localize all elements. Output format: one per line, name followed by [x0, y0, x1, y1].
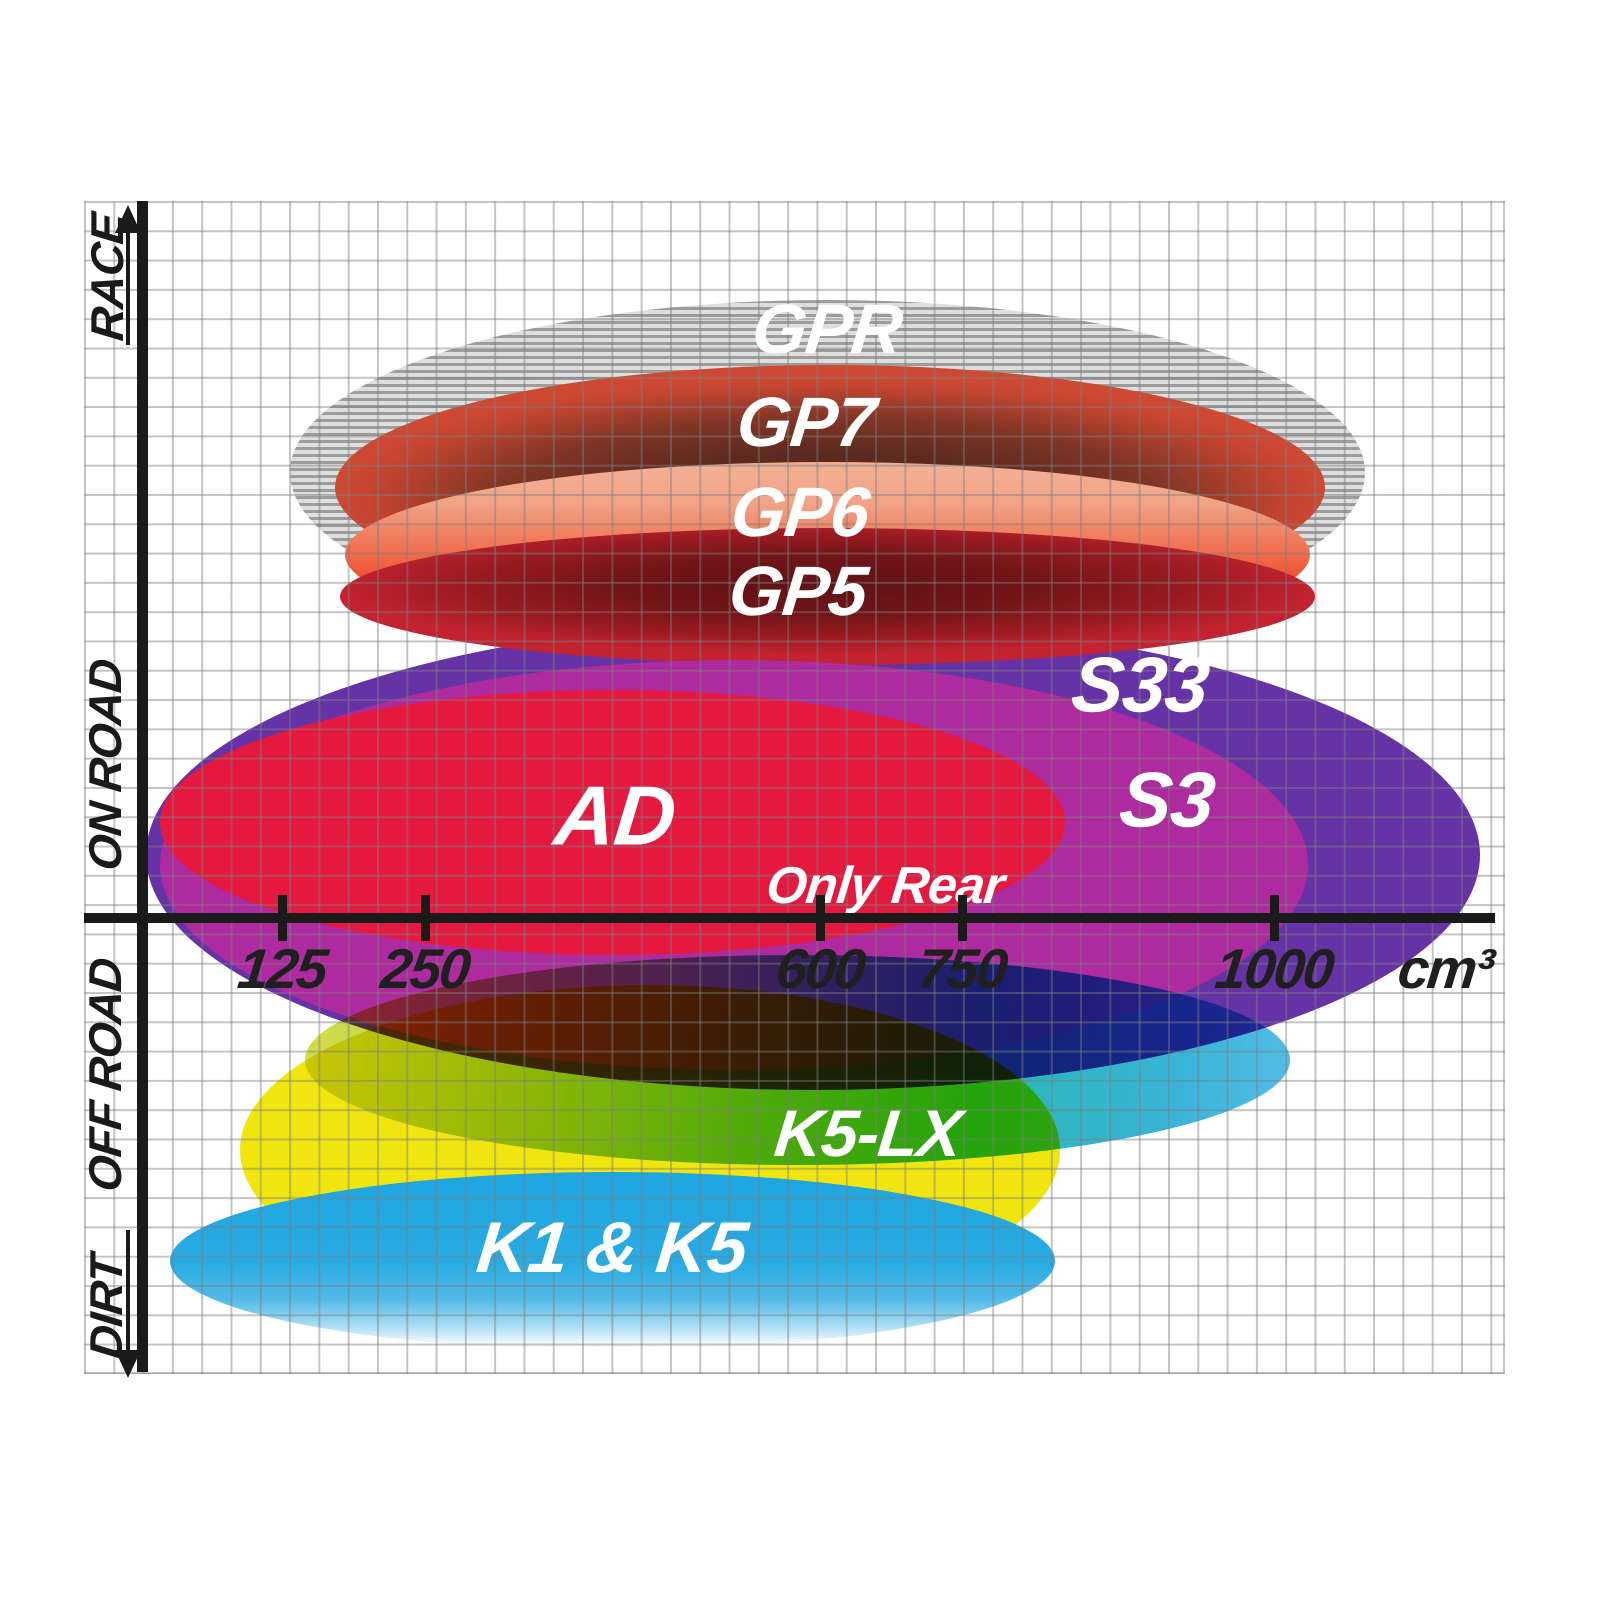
x-tick-label-750: 750 — [914, 937, 1010, 1000]
annotation-only-rear: Only Rear — [763, 857, 1007, 915]
zone-label-dirt: DIRT — [80, 1253, 132, 1361]
region-gp5 — [340, 528, 1315, 665]
region-label-k1-k5: K1 & K5 — [473, 1208, 751, 1288]
race-arrow-line — [126, 233, 130, 345]
x-tick-600 — [816, 895, 825, 941]
region-label-gp7: GP7 — [733, 383, 879, 461]
dirt-arrow-line — [126, 1230, 130, 1350]
x-tick-label-250: 250 — [377, 937, 473, 1000]
region-label-s3: S3 — [1115, 755, 1219, 844]
region-ad — [160, 690, 1065, 955]
region-label-ad: AD — [550, 768, 680, 863]
x-tick-1000 — [1270, 895, 1279, 941]
plot-area: GPR GP7 GP6 GP5 S33 S3 AD Only Rear K5-L… — [84, 201, 1505, 1374]
x-axis-line — [84, 913, 1495, 923]
x-tick-125 — [278, 895, 287, 941]
x-tick-250 — [421, 895, 430, 941]
zone-label-on-road: ON ROAD — [79, 657, 131, 873]
zone-label-off-road: OFF ROAD — [79, 956, 131, 1194]
region-label-gp6: GP6 — [727, 473, 873, 551]
region-k5-lx — [305, 955, 1290, 1165]
region-label-gpr: GPR — [748, 290, 906, 368]
region-label-k5-lx: K5-LX — [771, 1096, 965, 1170]
x-axis-unit-label: cm³ — [1395, 937, 1496, 1000]
race-up-arrow-icon — [115, 205, 141, 233]
dirt-down-arrow-icon — [115, 1350, 141, 1378]
y-axis-line — [137, 201, 148, 1372]
region-label-s33: S33 — [1067, 640, 1213, 729]
x-tick-750 — [958, 895, 967, 941]
region-k1-k5 — [170, 1172, 1055, 1350]
region-label-gp5: GP5 — [725, 552, 871, 630]
